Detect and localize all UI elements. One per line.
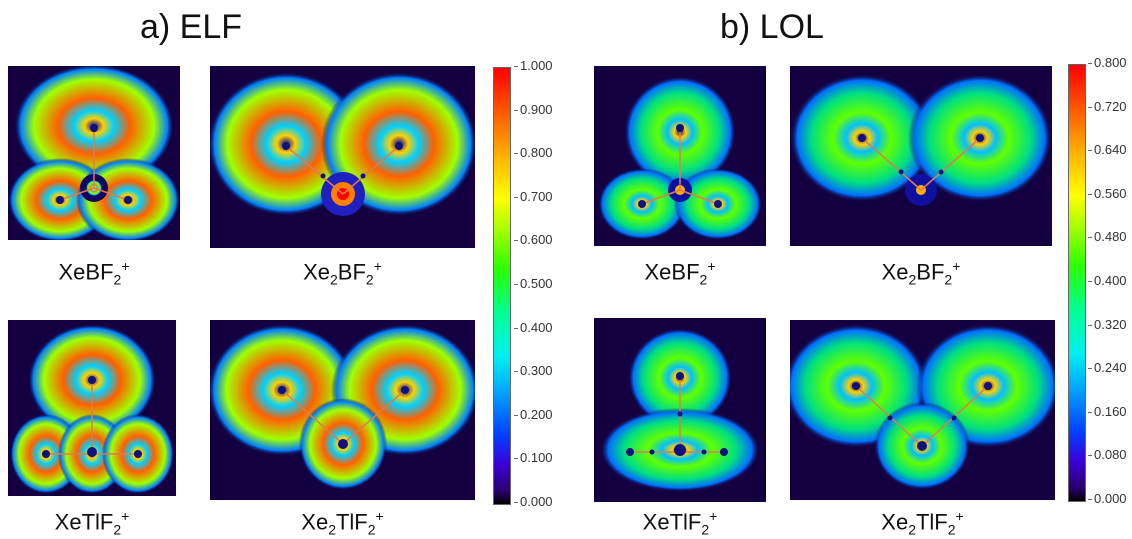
lol-map-xetlf2-image bbox=[600, 328, 760, 492]
colorbar-tick-label: 0.480 bbox=[1088, 229, 1127, 245]
caption-lol-xetlf2: XeTlF2+ bbox=[642, 508, 718, 538]
colorbar-tick-label: 0.320 bbox=[1088, 316, 1127, 332]
panel-b-title: b) LOL bbox=[720, 8, 824, 46]
lol-map-xebf2-image bbox=[598, 76, 762, 240]
lol-map-xetlf2 bbox=[594, 318, 766, 502]
colorbar-tick-label: 0.500 bbox=[514, 276, 553, 291]
colorbar-tick-label: 0.000 bbox=[514, 494, 553, 509]
panel-a-title: a) ELF bbox=[140, 8, 243, 46]
caption-elf-xebf2: XeBF2+ bbox=[58, 258, 130, 288]
elf-map-xetlf2-image bbox=[10, 324, 174, 494]
colorbar-tick-label: 0.600 bbox=[514, 232, 553, 248]
colorbar-tick-label: 0.100 bbox=[514, 450, 553, 466]
colorbar-tick-label: 0.300 bbox=[514, 363, 553, 379]
lol-map-xebf2 bbox=[594, 66, 766, 246]
colorbar-tick-label: 0.700 bbox=[514, 188, 553, 204]
colorbar-tick-label: 0.080 bbox=[1088, 447, 1127, 463]
colorbar-tick-label: 0.560 bbox=[1088, 185, 1127, 201]
elf-map-xe2tlf2-image bbox=[210, 324, 475, 490]
colorbar-tick-label: 0.800 bbox=[1088, 55, 1127, 70]
lol-map-xe2bf2-image bbox=[790, 74, 1052, 206]
caption-lol-xe2tlf2: Xe2TlF2+ bbox=[881, 508, 964, 538]
colorbar-tick-label: 1.000 bbox=[514, 58, 553, 73]
caption-lol-xe2bf2: Xe2BF2+ bbox=[881, 258, 961, 288]
elf-map-xe2bf2 bbox=[210, 66, 475, 248]
colorbar-tick-label: 0.900 bbox=[514, 101, 553, 117]
lol-colorbar bbox=[1068, 64, 1086, 502]
caption-lol-xebf2: XeBF2+ bbox=[644, 258, 716, 288]
elf-map-xebf2-image bbox=[8, 66, 180, 240]
caption-elf-xe2bf2: Xe2BF2+ bbox=[303, 258, 382, 288]
colorbar-tick-label: 0.640 bbox=[1088, 142, 1127, 158]
elf-map-xe2tlf2 bbox=[210, 320, 475, 500]
colorbar-tick-label: 0.200 bbox=[514, 406, 553, 422]
caption-elf-xetlf2: XeTlF2+ bbox=[54, 508, 130, 538]
elf-map-xetlf2 bbox=[8, 320, 176, 496]
lol-map-xe2tlf2-image bbox=[790, 324, 1055, 490]
colorbar-tick-label: 0.800 bbox=[514, 145, 553, 161]
lol-map-xe2tlf2 bbox=[790, 320, 1055, 500]
colorbar-tick-label: 0.400 bbox=[514, 319, 553, 335]
elf-map-xe2bf2-image bbox=[210, 72, 475, 216]
colorbar-tick-label: 0.720 bbox=[1088, 98, 1127, 114]
colorbar-tick-label: 0.400 bbox=[1088, 273, 1127, 288]
colorbar-tick-label: 0.000 bbox=[1088, 491, 1127, 506]
lol-map-xe2bf2 bbox=[790, 66, 1052, 246]
elf-map-xebf2 bbox=[8, 66, 180, 240]
elf-colorbar bbox=[493, 67, 511, 505]
colorbar-tick-label: 0.160 bbox=[1088, 403, 1127, 419]
colorbar-tick-label: 0.240 bbox=[1088, 360, 1127, 376]
caption-elf-xe2tlf2: Xe2TlF2+ bbox=[301, 508, 384, 538]
